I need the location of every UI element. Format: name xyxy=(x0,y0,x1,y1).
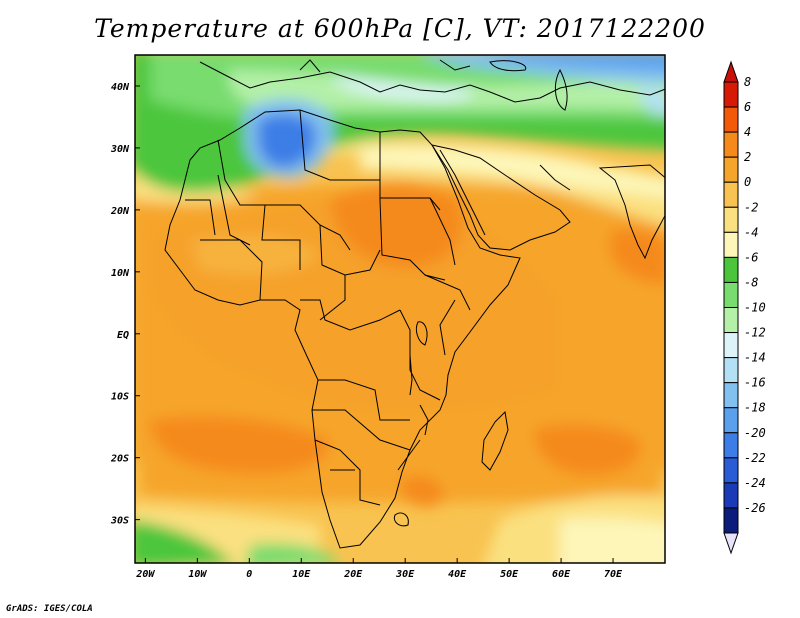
map-outlines xyxy=(164,59,665,549)
x-tick-label: 50E xyxy=(500,569,519,580)
x-tick-label: 20W xyxy=(135,569,155,580)
colorbar-label: -8 xyxy=(744,275,758,289)
madagascar-coastline xyxy=(481,410,509,471)
x-tick-label: 20E xyxy=(343,569,363,580)
temperature-field xyxy=(135,55,665,563)
y-tick-label: 10S xyxy=(111,392,129,403)
colorbar-swatch xyxy=(723,131,739,158)
colorbar-swatch xyxy=(723,507,739,534)
colorbar-under-arrow xyxy=(723,532,739,555)
colorbar-swatch xyxy=(723,231,739,258)
y-axis: 40N 30N 20N 10N EQ 10S 20S 30S xyxy=(110,82,140,527)
colorbar-swatch xyxy=(723,281,739,309)
colorbar-label: 6 xyxy=(744,100,751,114)
colorbar-label: -4 xyxy=(744,225,758,239)
y-tick-label: 40N xyxy=(111,82,130,93)
arabian-peninsula-coastline xyxy=(430,144,571,251)
colorbar-swatch xyxy=(723,206,739,233)
x-tick-label: 70E xyxy=(604,569,623,580)
colorbar-swatch xyxy=(723,407,739,434)
colorbar-label: -18 xyxy=(744,401,766,415)
colorbar-swatch xyxy=(723,181,739,208)
grads-credit: GrADS: IGES/COLA xyxy=(6,604,93,614)
colorbar-swatch xyxy=(723,457,739,484)
colorbar-swatch xyxy=(723,256,739,283)
x-tick-label: 10W xyxy=(188,569,207,580)
y-tick-label: 30S xyxy=(110,516,129,527)
colorbar-label: -2 xyxy=(744,200,758,214)
map-title: Temperature at 600hPa [C], VT: 201712220… xyxy=(94,14,706,43)
colorbar-over-arrow xyxy=(723,60,739,83)
africa-coastline xyxy=(164,109,521,549)
colorbar-swatch xyxy=(723,106,739,133)
colorbar-label: -12 xyxy=(744,326,766,340)
x-tick-label: 0 xyxy=(246,569,252,580)
x-axis: 20W 10W 0 10E 20E 30E 40E 50E 60E 70E xyxy=(135,558,623,580)
colorbar-swatch xyxy=(723,482,739,509)
y-tick-label: EQ xyxy=(117,330,129,341)
y-tick-label: 30N xyxy=(110,144,130,155)
colorbar-swatch xyxy=(723,382,739,409)
colorbar-swatch xyxy=(723,357,739,384)
colorbar-label: 4 xyxy=(744,125,751,139)
colorbar-label: -10 xyxy=(744,301,766,315)
colorbar-label: 0 xyxy=(744,175,751,189)
colorbar-label: -6 xyxy=(744,250,758,264)
plot-frame xyxy=(134,54,666,564)
colorbar-swatch xyxy=(723,432,739,459)
india-coastline xyxy=(598,164,665,260)
colorbar: 8 6 4 2 0 -2 -4 -6 -8 -10 -12 -14 -16 -18 -20 -22 -24 -26 xyxy=(723,60,766,555)
colorbar-swatch xyxy=(723,156,739,183)
colorbar-label: -22 xyxy=(744,451,766,465)
colorbar-label: -16 xyxy=(744,376,766,390)
colorbar-label: 2 xyxy=(744,150,751,164)
europe-coastline xyxy=(199,61,665,103)
colorbar-label: 8 xyxy=(744,75,751,89)
x-tick-label: 60E xyxy=(552,569,571,580)
x-tick-label: 40E xyxy=(448,569,467,580)
colorbar-label: -24 xyxy=(744,476,766,490)
y-tick-label: 20S xyxy=(110,454,129,465)
colorbar-swatch xyxy=(723,332,739,359)
colorbar-swatch xyxy=(723,81,739,108)
x-tick-label: 10E xyxy=(292,569,311,580)
x-tick-label: 30E xyxy=(395,569,415,580)
y-tick-label: 10N xyxy=(111,268,130,279)
colorbar-label: -26 xyxy=(744,501,766,515)
colorbar-label: -20 xyxy=(744,426,766,440)
colorbar-swatch xyxy=(723,307,739,334)
colorbar-label: -14 xyxy=(744,351,766,365)
y-tick-label: 20N xyxy=(110,206,130,217)
